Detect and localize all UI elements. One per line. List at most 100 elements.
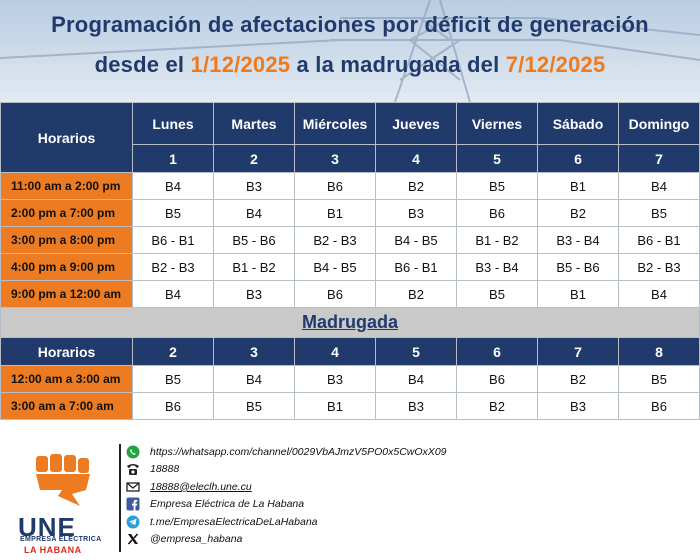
block-cell: B2 — [456, 392, 538, 420]
block-cell: B1 - B2 — [213, 253, 295, 281]
block-cell: B2 - B3 — [294, 226, 376, 254]
subtitle-mid: a la madrugada del — [290, 52, 506, 77]
block-cell: B6 — [618, 392, 700, 420]
day-number: 5 — [456, 144, 538, 173]
contact-text: Empresa Eléctrica de La Habana — [150, 498, 305, 511]
block-cell: B2 - B3 — [132, 253, 214, 281]
block-cell: B5 — [456, 172, 538, 200]
block-cell: B4 — [618, 280, 700, 308]
table-row: 4:00 pm a 9:00 pm B2 - B3 B1 - B2 B4 - B… — [0, 253, 700, 281]
block-cell: B2 — [537, 199, 619, 227]
block-cell: B5 - B6 — [213, 226, 295, 254]
contact-telegram[interactable]: t.me/EmpresaElectricaDeLaHabana — [126, 513, 447, 531]
table-row: 11:00 am a 2:00 pm B4 B3 B6 B2 B5 B1 B4 — [0, 172, 700, 200]
block-cell: B5 — [618, 365, 700, 393]
contact-whatsapp[interactable]: https://whatsapp.com/channel/0029VbAJmzV… — [126, 443, 447, 461]
start-date: 1/12/2025 — [190, 52, 291, 77]
horarios-header: Horarios — [0, 337, 133, 366]
madrugada-title: Madrugada — [301, 312, 398, 332]
une-fist-logo-icon — [36, 454, 90, 506]
time-slot: 11:00 am a 2:00 pm — [0, 172, 133, 200]
block-cell: B4 — [618, 172, 700, 200]
block-cell: B5 - B6 — [537, 253, 619, 281]
header-banner: Programación de afectaciones por déficit… — [0, 0, 700, 102]
footer-divider — [119, 444, 121, 552]
contact-text: t.me/EmpresaElectricaDeLaHabana — [150, 515, 318, 528]
block-cell: B1 — [537, 280, 619, 308]
day-header: Jueves — [375, 102, 457, 145]
day-number: 3 — [213, 337, 295, 366]
block-cell: B3 — [537, 392, 619, 420]
day-number: 3 — [294, 144, 376, 173]
madrugada-band: Madrugada — [0, 307, 700, 338]
day-number: 4 — [294, 337, 376, 366]
page-subtitle: desde el 1/12/2025 a la madrugada del 7/… — [0, 52, 700, 78]
block-cell: B2 — [537, 365, 619, 393]
time-slot: 3:00 am a 7:00 am — [0, 392, 133, 420]
block-cell: B1 - B2 — [456, 226, 538, 254]
block-cell: B5 — [456, 280, 538, 308]
block-cell: B3 — [375, 392, 457, 420]
logo-text: UNE — [18, 512, 76, 542]
block-cell: B1 — [294, 392, 376, 420]
day-header: Viernes — [456, 102, 538, 145]
end-date: 7/12/2025 — [505, 52, 606, 77]
block-cell: B6 — [294, 280, 376, 308]
madrugada-title-cell: Madrugada — [0, 307, 700, 338]
day-number: 1 — [132, 144, 214, 173]
block-cell: B6 - B1 — [132, 226, 214, 254]
whatsapp-icon — [126, 445, 140, 459]
block-cell: B6 - B1 — [618, 226, 700, 254]
time-slot: 12:00 am a 3:00 am — [0, 365, 133, 393]
table-row: 3:00 pm a 8:00 pm B6 - B1 B5 - B6 B2 - B… — [0, 226, 700, 254]
day-number: 6 — [537, 144, 619, 173]
telegram-icon — [126, 515, 140, 529]
contact-facebook[interactable]: Empresa Eléctrica de La Habana — [126, 496, 447, 514]
block-cell: B4 - B5 — [294, 253, 376, 281]
contact-email[interactable]: 18888@eleclh.une.cu — [126, 478, 447, 496]
subtitle-prefix: desde el — [94, 52, 191, 77]
day-number: 7 — [618, 144, 700, 173]
block-cell: B3 - B4 — [537, 226, 619, 254]
block-cell: B5 — [132, 365, 214, 393]
time-slot: 2:00 pm a 7:00 pm — [0, 199, 133, 227]
contact-phone[interactable]: 18888 — [126, 461, 447, 479]
day-number: 2 — [132, 337, 214, 366]
block-cell: B4 — [132, 280, 214, 308]
block-cell: B2 — [375, 280, 457, 308]
block-cell: B4 — [375, 365, 457, 393]
table-row: 9:00 pm a 12:00 am B4 B3 B6 B2 B5 B1 B4 — [0, 280, 700, 308]
block-cell: B1 — [294, 199, 376, 227]
day-header: Miércoles — [294, 102, 376, 145]
day-number: 4 — [375, 144, 457, 173]
day-number: 7 — [537, 337, 619, 366]
schedule-table: Horarios Lunes Martes Miércoles Jueves V… — [0, 102, 700, 420]
block-cell: B2 - B3 — [618, 253, 700, 281]
block-cell: B4 — [213, 199, 295, 227]
logo-city: LA HABANA — [24, 545, 82, 555]
block-cell: B3 — [375, 199, 457, 227]
table-row: 2:00 pm a 7:00 pm B5 B4 B1 B3 B6 B2 B5 — [0, 199, 700, 227]
contact-text: @empresa_habana — [150, 533, 243, 546]
block-cell: B6 — [456, 199, 538, 227]
day-number: 5 — [375, 337, 457, 366]
time-slot: 3:00 pm a 8:00 pm — [0, 226, 133, 254]
day-header: Domingo — [618, 102, 700, 145]
contact-text: 18888 — [150, 463, 180, 476]
contact-text: https://whatsapp.com/channel/0029VbAJmzV… — [150, 445, 447, 458]
block-cell: B1 — [537, 172, 619, 200]
logo-subtitle: EMPRESA ELÉCTRICA — [20, 536, 102, 543]
day-header: Martes — [213, 102, 295, 145]
block-cell: B3 — [213, 172, 295, 200]
phone-icon — [126, 462, 140, 476]
time-slot: 4:00 pm a 9:00 pm — [0, 253, 133, 281]
page-title: Programación de afectaciones por déficit… — [51, 12, 649, 37]
block-cell: B4 — [213, 365, 295, 393]
contact-x[interactable]: @empresa_habana — [126, 531, 447, 549]
block-cell: B3 — [294, 365, 376, 393]
block-cell: B2 — [375, 172, 457, 200]
table-row: 12:00 am a 3:00 am B5 B4 B3 B4 B6 B2 B5 — [0, 365, 700, 393]
x-icon — [126, 532, 140, 546]
day-header: Sábado — [537, 102, 619, 145]
day-number: 8 — [618, 337, 700, 366]
